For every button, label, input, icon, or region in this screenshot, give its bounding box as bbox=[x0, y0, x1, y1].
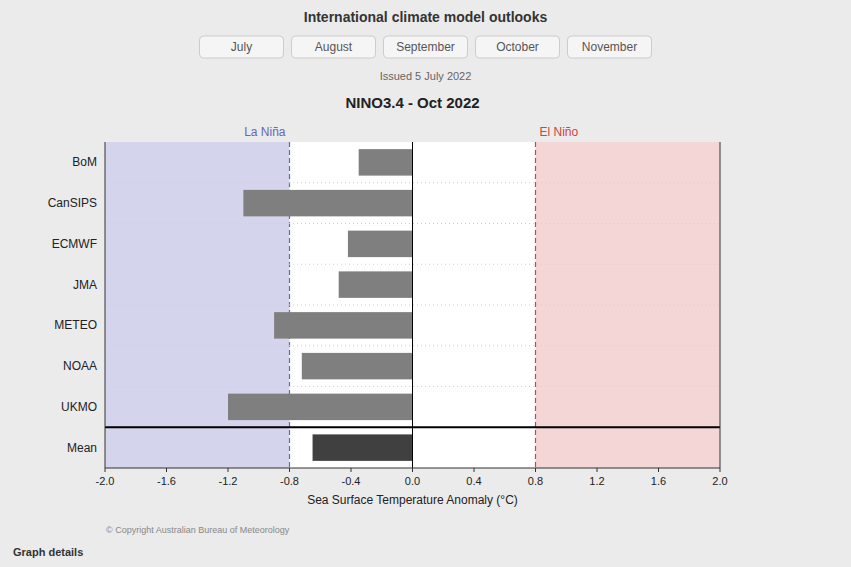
bar bbox=[243, 190, 412, 216]
x-tick-label: -0.8 bbox=[280, 475, 299, 487]
y-tick-label: JMA bbox=[73, 278, 97, 292]
copyright: © Copyright Australian Bureau of Meteoro… bbox=[106, 525, 290, 535]
x-tick-label: 0.4 bbox=[466, 475, 481, 487]
y-tick-label: Mean bbox=[67, 441, 97, 455]
month-button[interactable] bbox=[384, 36, 468, 58]
background bbox=[0, 0, 851, 567]
month-button[interactable] bbox=[568, 36, 652, 58]
month-label: July bbox=[231, 40, 252, 54]
y-tick-label: ECMWF bbox=[52, 237, 97, 251]
x-tick-label: -0.4 bbox=[342, 475, 361, 487]
bar bbox=[302, 353, 413, 379]
plot-group bbox=[105, 142, 720, 468]
x-tick bbox=[351, 468, 352, 472]
bar bbox=[348, 231, 413, 257]
graph-details: Graph details bbox=[13, 546, 83, 558]
bar bbox=[228, 394, 413, 420]
suptitle: International climate model outlooks bbox=[304, 9, 548, 25]
x-tick bbox=[289, 468, 290, 472]
bar bbox=[339, 271, 413, 297]
month-label: September bbox=[396, 40, 455, 54]
y-axis-line bbox=[105, 142, 106, 468]
month-label: October bbox=[496, 40, 539, 54]
month-label: August bbox=[315, 40, 353, 54]
x-tick-label: -1.6 bbox=[157, 475, 176, 487]
x-tick-label: 1.2 bbox=[589, 475, 604, 487]
y-tick-label: BoM bbox=[72, 155, 97, 169]
x-tick bbox=[658, 468, 659, 472]
x-tick-label: 0.0 bbox=[405, 475, 420, 487]
x-tick-label: 1.6 bbox=[651, 475, 666, 487]
la-nina-label: La Niña bbox=[244, 125, 286, 139]
month-button[interactable] bbox=[200, 36, 284, 58]
x-tick bbox=[412, 468, 413, 472]
x-tick bbox=[105, 468, 106, 472]
x-tick-label: -2.0 bbox=[96, 475, 115, 487]
x-tick bbox=[535, 468, 536, 472]
bar bbox=[359, 149, 413, 175]
x-tick-label: 2.0 bbox=[712, 475, 727, 487]
x-tick-label: 0.8 bbox=[528, 475, 543, 487]
right-frame bbox=[720, 142, 721, 468]
plot-background bbox=[105, 142, 720, 468]
el-nino-label: El Niño bbox=[540, 125, 579, 139]
el-nino-region bbox=[536, 142, 721, 468]
x-tick-label: -1.2 bbox=[219, 475, 238, 487]
x-tick bbox=[720, 468, 721, 472]
x-tick bbox=[166, 468, 167, 472]
y-tick-label: METEO bbox=[54, 318, 97, 332]
bar bbox=[274, 312, 412, 338]
title: NINO3.4 - Oct 2022 bbox=[345, 94, 479, 111]
month-button[interactable] bbox=[292, 36, 376, 58]
x-tick bbox=[228, 468, 229, 472]
bar bbox=[313, 434, 413, 460]
zero-line bbox=[412, 142, 413, 468]
x-tick bbox=[474, 468, 475, 472]
y-tick-label: CanSIPS bbox=[48, 196, 97, 210]
x-axis-label: Sea Surface Temperature Anomaly (°C) bbox=[307, 493, 518, 507]
month-button[interactable] bbox=[476, 36, 560, 58]
y-tick-label: UKMO bbox=[61, 400, 97, 414]
threshold-line bbox=[535, 142, 536, 468]
y-tick-label: NOAA bbox=[63, 359, 97, 373]
issued: Issued 5 July 2022 bbox=[380, 70, 472, 82]
x-tick bbox=[597, 468, 598, 472]
month-label: November bbox=[582, 40, 637, 54]
